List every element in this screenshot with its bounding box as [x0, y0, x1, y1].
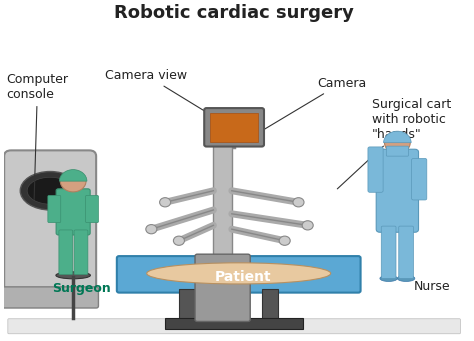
FancyBboxPatch shape: [4, 150, 96, 296]
Circle shape: [146, 225, 157, 234]
Circle shape: [160, 198, 171, 207]
Ellipse shape: [397, 275, 415, 281]
Title: Robotic cardiac surgery: Robotic cardiac surgery: [114, 4, 354, 22]
Text: Patient: Patient: [215, 270, 272, 284]
Wedge shape: [59, 169, 87, 181]
FancyBboxPatch shape: [59, 230, 73, 275]
FancyBboxPatch shape: [8, 319, 460, 334]
FancyBboxPatch shape: [117, 256, 361, 293]
FancyBboxPatch shape: [86, 195, 99, 223]
Wedge shape: [383, 131, 411, 143]
Circle shape: [302, 221, 313, 230]
Bar: [262, 289, 278, 320]
FancyBboxPatch shape: [48, 195, 61, 223]
FancyBboxPatch shape: [368, 147, 383, 192]
Ellipse shape: [56, 272, 91, 279]
Text: Camera view: Camera view: [105, 69, 222, 122]
Circle shape: [293, 198, 304, 207]
Circle shape: [60, 170, 86, 192]
FancyBboxPatch shape: [411, 159, 427, 200]
FancyBboxPatch shape: [204, 108, 264, 147]
FancyBboxPatch shape: [399, 226, 413, 278]
FancyBboxPatch shape: [74, 230, 88, 275]
FancyBboxPatch shape: [381, 226, 396, 278]
Circle shape: [279, 236, 290, 245]
FancyBboxPatch shape: [210, 113, 258, 142]
Bar: [179, 289, 195, 320]
Ellipse shape: [380, 275, 397, 281]
Bar: [213, 143, 232, 258]
Circle shape: [384, 132, 410, 153]
FancyBboxPatch shape: [376, 149, 419, 232]
Text: Surgical cart
with robotic
"hands": Surgical cart with robotic "hands": [337, 99, 451, 189]
Text: Nurse: Nurse: [413, 280, 450, 293]
FancyBboxPatch shape: [2, 287, 99, 308]
Text: Camera: Camera: [241, 77, 366, 143]
FancyBboxPatch shape: [386, 146, 409, 156]
Ellipse shape: [147, 263, 331, 284]
Ellipse shape: [20, 172, 80, 210]
Text: Computer
console: Computer console: [7, 73, 68, 199]
FancyBboxPatch shape: [195, 254, 250, 322]
Bar: [165, 318, 303, 329]
Ellipse shape: [27, 177, 73, 204]
FancyBboxPatch shape: [56, 189, 90, 235]
Text: Surgeon: Surgeon: [53, 282, 111, 295]
Circle shape: [173, 236, 184, 245]
